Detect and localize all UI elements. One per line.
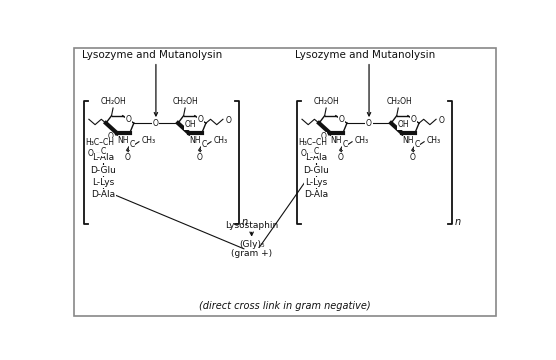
- Text: n: n: [241, 217, 247, 227]
- Text: L-Lys: L-Lys: [92, 178, 115, 187]
- Text: L-Lys: L-Lys: [305, 178, 327, 187]
- Text: (gram +): (gram +): [231, 249, 272, 258]
- Text: Lysozyme and Mutanolysin: Lysozyme and Mutanolysin: [295, 50, 435, 60]
- Text: O: O: [197, 115, 203, 124]
- Text: O: O: [88, 149, 94, 158]
- Text: O: O: [107, 132, 113, 141]
- Text: O: O: [438, 116, 444, 125]
- Text: (Gly)₅: (Gly)₅: [239, 240, 265, 249]
- Text: C: C: [201, 140, 207, 149]
- Text: H₃C–CH: H₃C–CH: [299, 138, 327, 147]
- Text: NH: NH: [189, 136, 201, 145]
- Text: Lysozyme and Mutanolysin: Lysozyme and Mutanolysin: [82, 50, 222, 60]
- Text: O: O: [125, 153, 130, 162]
- Text: OH: OH: [185, 121, 196, 130]
- Text: C: C: [101, 147, 106, 156]
- Text: O: O: [410, 115, 416, 124]
- Text: D-Glu: D-Glu: [304, 166, 329, 175]
- Text: CH₃: CH₃: [354, 136, 369, 145]
- Text: O: O: [125, 115, 131, 124]
- Text: H₃C–CH: H₃C–CH: [86, 138, 115, 147]
- Text: CH₃: CH₃: [214, 136, 227, 145]
- Text: NH: NH: [402, 136, 414, 145]
- Text: D-Ala: D-Ala: [91, 190, 115, 199]
- Text: NH: NH: [117, 136, 128, 145]
- Text: C: C: [415, 140, 420, 149]
- Text: O: O: [301, 149, 307, 158]
- Text: OH: OH: [398, 121, 409, 130]
- Text: CH₃: CH₃: [426, 136, 440, 145]
- Text: O: O: [339, 115, 344, 124]
- Text: C: C: [342, 140, 348, 149]
- Text: O: O: [320, 132, 326, 141]
- Text: Lysostaphin: Lysostaphin: [225, 221, 278, 230]
- Text: D-Glu: D-Glu: [90, 166, 116, 175]
- Text: CH₂OH: CH₂OH: [173, 97, 199, 106]
- Text: C: C: [314, 147, 319, 156]
- Text: CH₂OH: CH₂OH: [386, 97, 412, 106]
- Text: O: O: [337, 153, 344, 162]
- Text: CH₃: CH₃: [141, 136, 155, 145]
- Text: L-Ala: L-Ala: [92, 153, 114, 162]
- Text: C: C: [130, 140, 135, 149]
- Text: O: O: [196, 153, 202, 162]
- Text: NH: NH: [330, 136, 341, 145]
- Text: O: O: [225, 116, 231, 125]
- Text: O: O: [366, 119, 372, 128]
- Text: D-Ala: D-Ala: [304, 190, 329, 199]
- Text: O: O: [153, 119, 159, 128]
- Text: L-Ala: L-Ala: [305, 153, 327, 162]
- Text: O: O: [410, 153, 415, 162]
- Text: CH₂OH: CH₂OH: [101, 97, 127, 106]
- Text: n: n: [455, 217, 461, 227]
- Text: (direct cross link in gram negative): (direct cross link in gram negative): [199, 301, 371, 311]
- Text: CH₂OH: CH₂OH: [314, 97, 340, 106]
